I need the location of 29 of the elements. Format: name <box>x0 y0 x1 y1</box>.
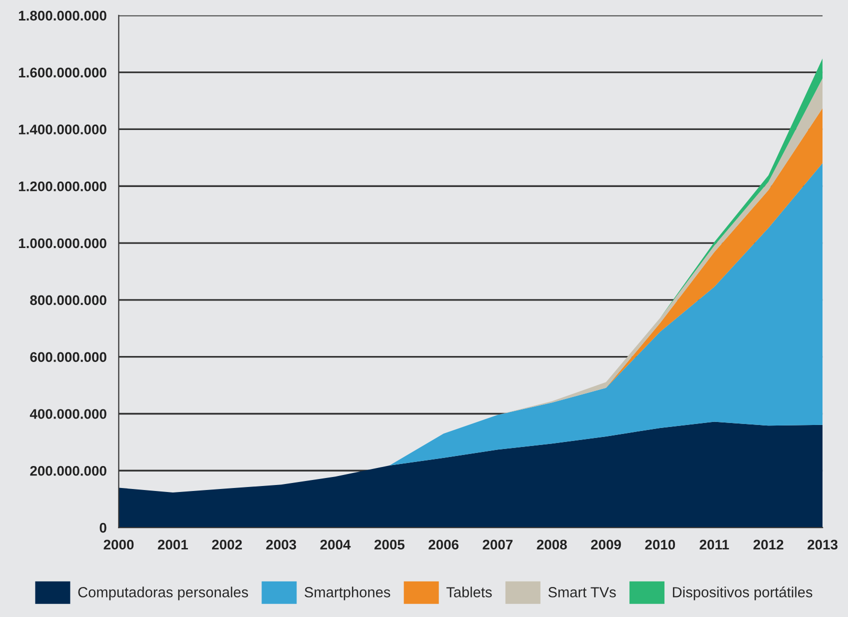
legend-label: Tablets <box>446 586 492 598</box>
x-tick-label: 2000 <box>104 540 134 550</box>
x-tick-label: 2006 <box>428 540 459 550</box>
y-tick-label: 600.000.000 <box>30 352 106 362</box>
x-tick-label: 2008 <box>536 540 567 550</box>
x-tick-label: 2003 <box>266 540 296 550</box>
x-tick-label: 2011 <box>700 540 729 550</box>
legend-label: Smart TVs <box>548 587 616 598</box>
x-tick-label: 2002 <box>212 540 242 550</box>
x-tick-label: 2005 <box>374 540 404 550</box>
x-tick-label: 2001 <box>158 540 188 550</box>
legend-label: Computadoras personales <box>78 586 248 600</box>
x-tick-label: 2004 <box>320 540 351 550</box>
y-tick-label: 1.000.000.000 <box>18 238 106 248</box>
y-tick-label: 1.800.000.000 <box>18 10 106 21</box>
x-tick-label: 2009 <box>591 540 621 550</box>
y-tick-label: 800.000.000 <box>30 295 106 306</box>
y-tick-label: 1.400.000.000 <box>18 124 106 134</box>
y-tick-label: 400.000.000 <box>30 409 106 419</box>
legend-label: Dispositivos portátiles <box>672 586 812 600</box>
x-tick-label: 2012 <box>753 540 784 550</box>
y-tick-label: 0 <box>100 522 106 533</box>
x-tick-label: 2010 <box>645 540 676 550</box>
legend-label: Smartphones <box>304 586 390 600</box>
y-tick-label: 1.600.000.000 <box>18 68 106 78</box>
y-tick-label: 200.000.000 <box>30 466 106 476</box>
x-tick-label: 2013 <box>808 540 838 550</box>
x-tick-label: 2007 <box>482 540 513 550</box>
y-tick-label: 1.200.000.000 <box>18 181 106 192</box>
